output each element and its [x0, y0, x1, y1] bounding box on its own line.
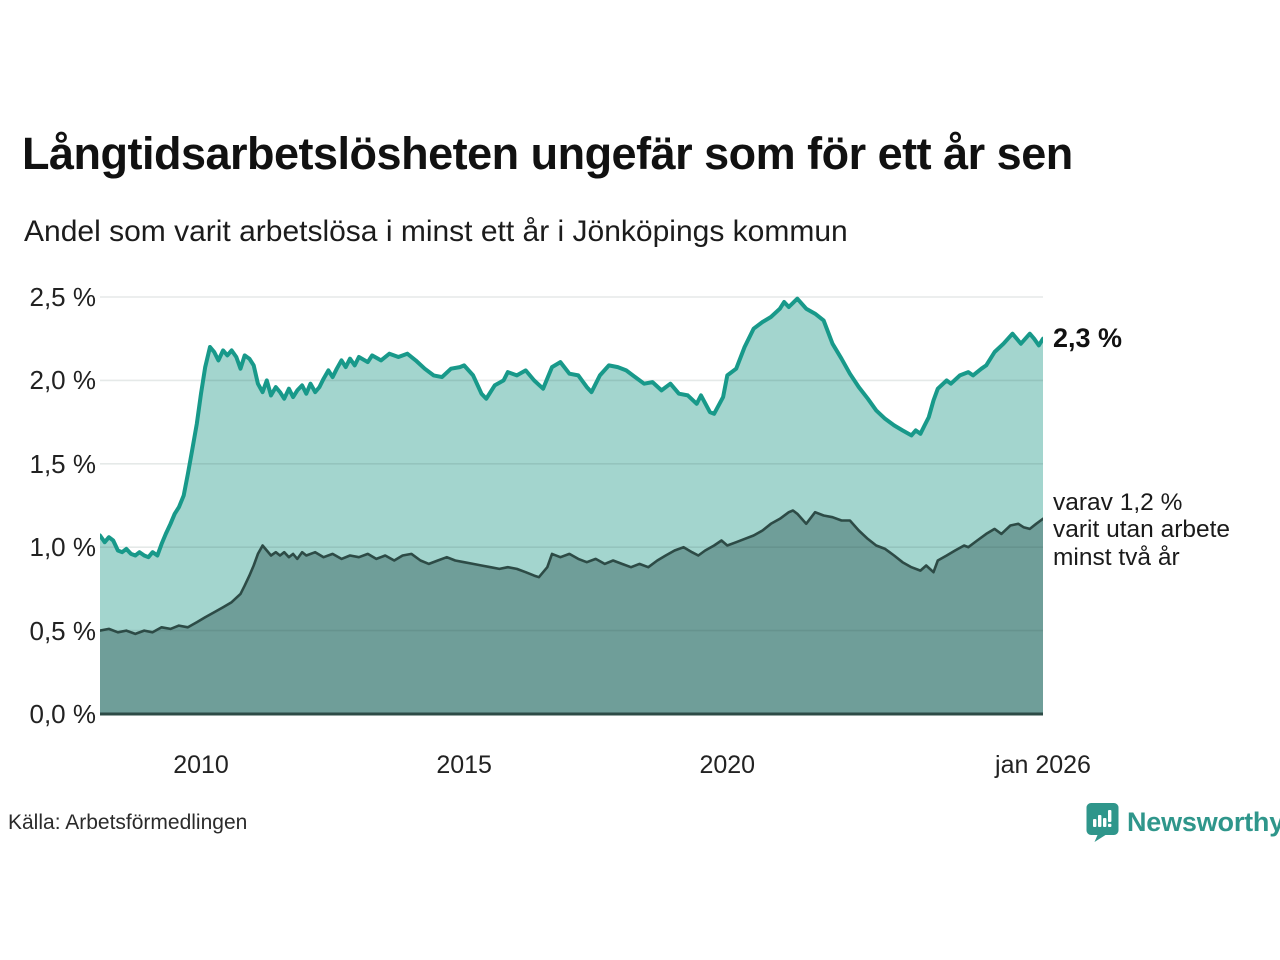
x-tick-label: 2020	[699, 751, 756, 779]
x-tick-label: 2015	[436, 751, 492, 779]
x-tick-label: jan 2026	[995, 751, 1091, 779]
page-title: Långtidsarbetslösheten ungefär som för e…	[22, 128, 1073, 179]
x-tick-label: 2010	[173, 751, 229, 779]
plot-area	[100, 296, 1043, 716]
brand-name: Newsworthy	[1127, 806, 1280, 837]
y-tick-label: 2,0 %	[29, 365, 97, 396]
y-tick-label: 2,5 %	[29, 282, 97, 312]
end-label-line: varav 1,2 %	[1053, 488, 1183, 516]
y-tick-label: 1,5 %	[29, 448, 97, 479]
end-label-line: minst två år	[1053, 543, 1180, 571]
newsworthy-logo-icon	[1086, 803, 1119, 842]
y-tick-label: 1,0 %	[29, 532, 97, 563]
line-one-year	[100, 296, 1043, 560]
end-value-label-two-year: varav 1,2 % varit utan arbete minst två år	[1053, 489, 1230, 572]
area-two-year-fill	[100, 510, 1043, 714]
source-attribution: Källa: Arbetsförmedlingen	[8, 811, 248, 834]
chart-subtitle: Andel som varit arbetslösa i minst ett å…	[24, 215, 848, 248]
y-tick-label: 0,0 %	[29, 699, 97, 729]
line-two-year	[100, 509, 1043, 636]
brand-lockup: Newsworthy	[1086, 800, 1280, 844]
end-label-line: varit utan arbete	[1053, 516, 1231, 544]
y-tick-label: 0,5 %	[29, 615, 97, 646]
end-value-label-one-year: 2,3 %	[1053, 322, 1123, 353]
